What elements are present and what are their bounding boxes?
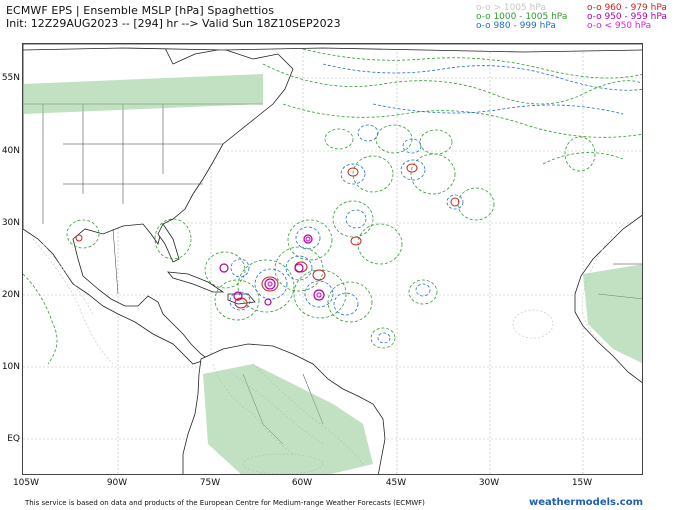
legend-lt950: o-o < 950 hPa [587,21,652,31]
lon-label-30w: 30W [478,478,500,488]
legend-1000-1005: o-o 1000 - 1005 hPa [476,12,568,22]
cuba-outline [167,271,225,293]
lat-label-10n: 10N [1,362,20,372]
contours-980-999 [229,63,642,344]
legend-980-999: o-o 980 - 999 hPa [476,21,556,31]
init-valid-time: Init: 12Z29AUG2023 -- [294] hr --> Valid… [6,17,341,30]
land-shading [23,74,642,474]
lat-label-55n: 55N [1,73,20,83]
lat-label-20n: 20N [1,290,20,300]
contours-950-959 [219,234,325,306]
lon-label-15w: 15W [571,478,593,488]
northern-coast-outline [23,44,642,53]
north-america-outline [23,44,294,365]
contours-lt950 [267,236,322,298]
legend-950-959: o-o 950 - 959 hPa [587,12,667,22]
lon-label-60w: 60W [291,478,313,488]
legend-gt1005: o-o > 1005 hPa [476,3,546,13]
contours-1000-1005 [23,48,642,365]
lat-label-40n: 40N [1,146,20,156]
lon-label-75w: 75W [199,478,221,488]
lat-label-eq: EQ [7,434,20,444]
spaghetti-map [22,43,643,475]
legend-960-979: o-o 960 - 979 hPa [587,3,667,13]
lon-label-105w: 105W [12,478,40,488]
chart-title: ECMWF EPS | Ensemble MSLP [hPa] Spaghett… [6,4,275,17]
florida-outline [157,223,180,263]
brand-link[interactable]: weathermodels.com [528,497,643,508]
lon-label-90w: 90W [106,478,128,488]
map-canvas [23,44,642,474]
lon-label-45w: 45W [385,478,407,488]
ecmwf-disclaimer: This service is based on data and produc… [25,499,425,507]
lat-label-30n: 30N [1,218,20,228]
